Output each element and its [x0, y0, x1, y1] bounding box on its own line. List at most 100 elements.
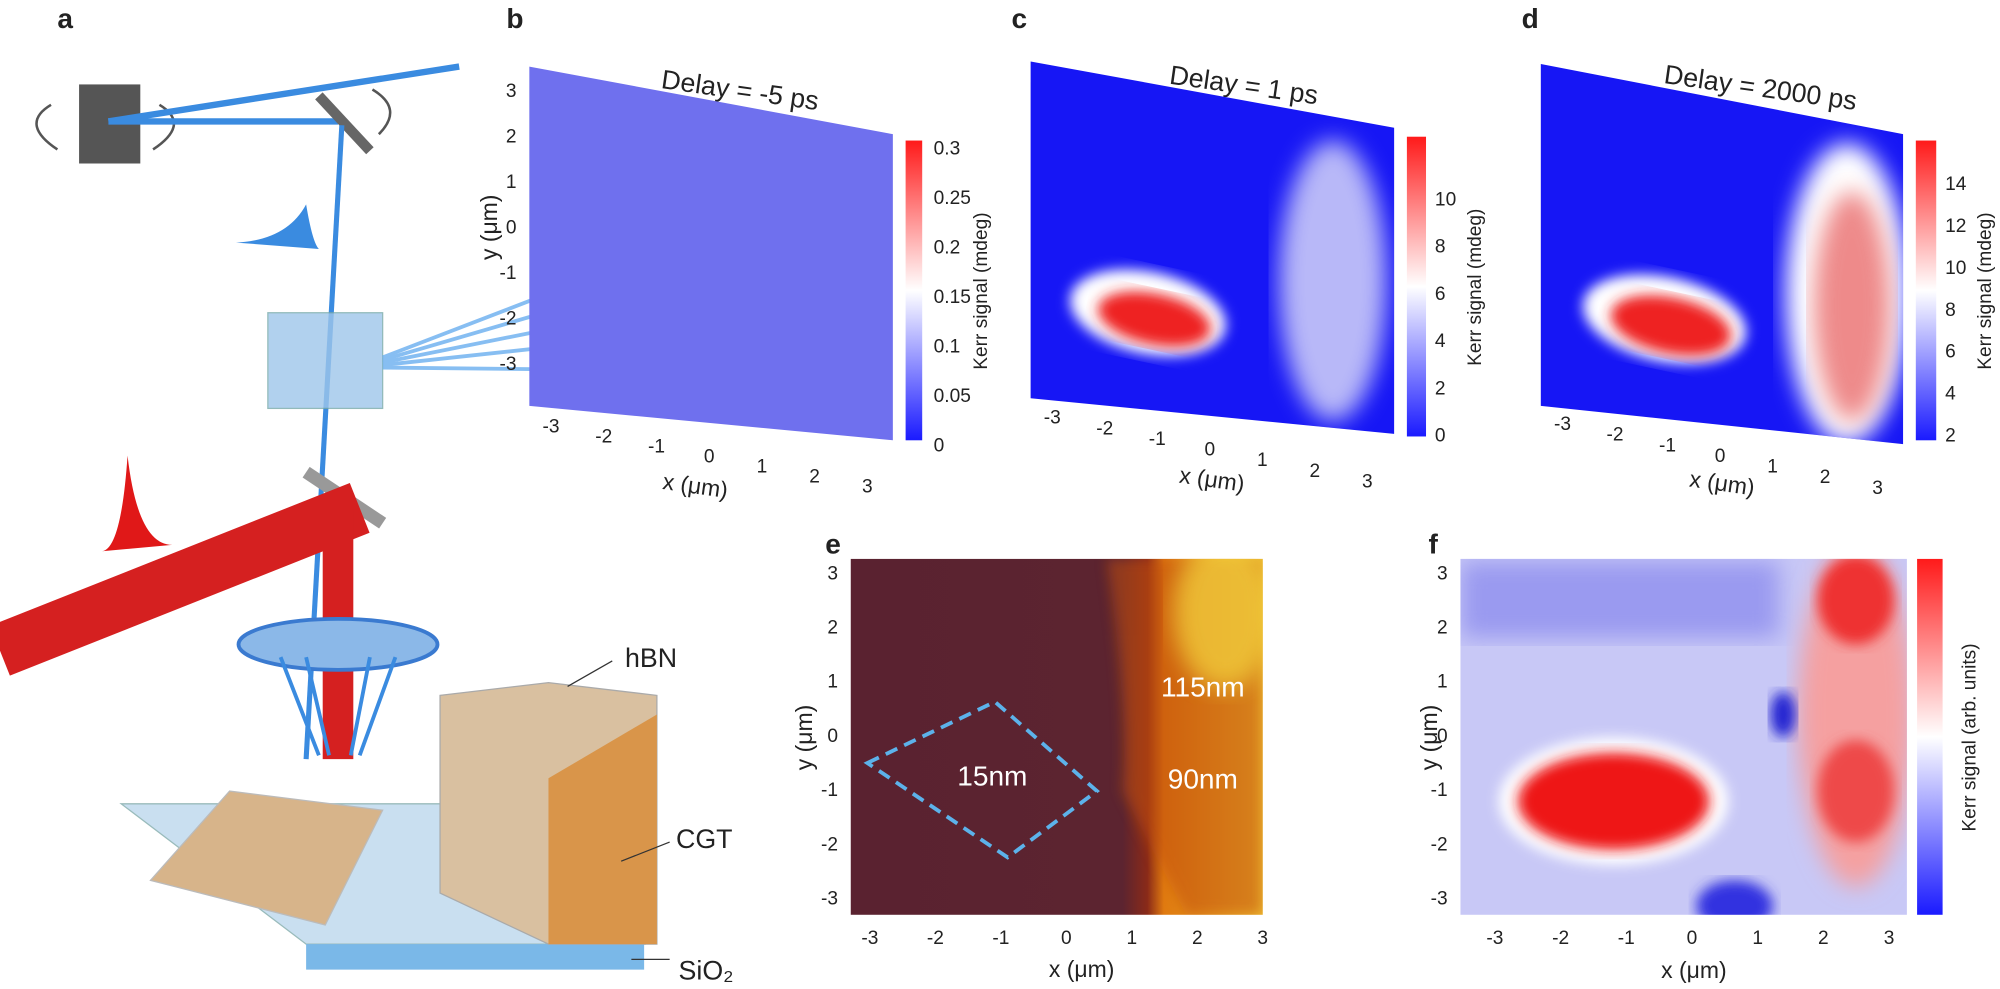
- x-tick-label: -2: [1607, 425, 1624, 446]
- colorbar-label: Kerr signal (mdeg): [1465, 209, 1486, 366]
- colorbar-label: Kerr signal (arb. units): [1960, 643, 1981, 831]
- colorbar-tick-label: 0.2: [934, 238, 961, 259]
- y-tick-label: 2: [506, 127, 517, 148]
- x-tick-label: -3: [1486, 928, 1503, 949]
- heatmap-features: [1582, 143, 1904, 445]
- x-tick-label: 1: [1767, 457, 1778, 478]
- colorbar-tick-label: 0.25: [934, 188, 971, 209]
- colorbar: [1406, 136, 1427, 437]
- x-tick-label: -2: [1096, 418, 1113, 439]
- x-tick-label: -1: [1149, 429, 1166, 450]
- annotation: 115nm: [1161, 671, 1245, 702]
- annotation: CGT: [676, 824, 733, 854]
- substrate-edge: [306, 944, 645, 970]
- y-tick-label: 1: [1437, 672, 1448, 693]
- panel-label: b: [506, 3, 523, 34]
- annotation: 15nm: [957, 761, 1027, 792]
- x-tick-label: 0: [1061, 928, 1072, 949]
- y-axis-label: y (μm): [476, 195, 502, 260]
- colorbar-tick-label: 12: [1945, 216, 1966, 237]
- y-tick-label: -3: [821, 889, 838, 910]
- heatmap-features: [1070, 140, 1387, 422]
- rotation-arrow: [371, 88, 392, 136]
- colorbar-label: Kerr signal (mdeg): [1975, 212, 1996, 369]
- colorbar-tick-label: 10: [1945, 258, 1966, 279]
- leader: [620, 841, 670, 862]
- y-tick-label: 0: [1437, 726, 1448, 747]
- x-tick-label: 3: [1872, 478, 1883, 499]
- annotation: SiO₂: [679, 955, 734, 985]
- x-axis-label: x (μm): [1661, 957, 1726, 983]
- y-tick-label: -1: [1431, 780, 1448, 801]
- colorbar-tick-label: 0.3: [934, 139, 961, 160]
- y-tick-label: 0: [506, 218, 517, 239]
- y-tick-label: 3: [506, 81, 517, 102]
- y-axis-label: y (μm): [1416, 705, 1442, 770]
- x-tick-label: -3: [543, 417, 560, 438]
- flake-side: [548, 714, 657, 945]
- panel-e: e 15nm 115nm 90nm x (μm) y (μm): [791, 529, 1263, 982]
- pump-beam: [0, 482, 370, 676]
- colorbar: [905, 140, 923, 441]
- x-tick-label: -3: [1044, 408, 1061, 429]
- x-tick-label: 0: [704, 447, 715, 468]
- y-tick-label: -1: [500, 263, 517, 284]
- x-tick-label: 2: [1310, 461, 1321, 482]
- x-axis-label: x (μm): [1049, 956, 1114, 982]
- x-axis-label: x (μm): [1688, 466, 1756, 501]
- x-tick-label: 2: [809, 467, 820, 488]
- y-tick-label: -2: [500, 309, 517, 330]
- colorbar-tick-label: 8: [1435, 237, 1446, 258]
- beam: [107, 63, 460, 125]
- x-tick-label: 2: [1192, 928, 1203, 949]
- x-axis-label: x (μm): [1178, 462, 1246, 497]
- x-tick-label: 3: [862, 477, 873, 498]
- x-tick-label: -1: [648, 437, 665, 458]
- panel-label: a: [57, 3, 73, 34]
- setup-illustration: a hBN CGT SiO₂: [0, 3, 734, 985]
- objective-lens: [236, 616, 440, 672]
- colorbar-tick-label: 8: [1945, 300, 1956, 321]
- colorbar-tick-label: 2: [1945, 426, 1956, 447]
- panel-label: c: [1011, 3, 1027, 34]
- x-tick-label: 3: [1362, 471, 1373, 492]
- x-tick-label: -2: [595, 427, 612, 448]
- x-tick-label: 0: [1715, 446, 1726, 467]
- x-tick-label: 3: [1257, 928, 1268, 949]
- mirror: [315, 92, 374, 155]
- x-tick-label: 3: [1884, 928, 1895, 949]
- x-tick-label: 2: [1820, 467, 1831, 488]
- x-tick-label: 1: [1126, 928, 1137, 949]
- colorbar-tick-label: 0.05: [934, 386, 971, 407]
- panel-f: f Kerr signal (arb. units) x (μm) y (μm): [1416, 529, 1981, 984]
- annotation: 90nm: [1168, 763, 1238, 794]
- x-tick-label: -1: [992, 928, 1009, 949]
- colorbar-tick-label: 2: [1435, 378, 1446, 399]
- afm-features: [1107, 558, 1263, 915]
- y-axis-label: y (μm): [791, 705, 817, 770]
- panel-c: c Delay = 1 ps x (μm) Kerr signal (mdeg): [1011, 3, 1485, 497]
- x-axis-label: x (μm): [661, 468, 729, 503]
- y-tick-label: 1: [827, 672, 838, 693]
- x-tick-label: 1: [1257, 450, 1268, 471]
- y-tick-label: 3: [1437, 563, 1448, 584]
- colorbar-tick-label: 0: [934, 436, 945, 457]
- y-tick-label: 1: [506, 172, 517, 193]
- colorbar-tick-label: 10: [1435, 190, 1456, 211]
- x-tick-label: 0: [1205, 440, 1216, 461]
- kerr-features: [1460, 558, 1907, 915]
- y-tick-label: 0: [827, 726, 838, 747]
- y-tick-label: -1: [821, 780, 838, 801]
- rotation-arrow: [35, 103, 176, 151]
- colorbar-tick-label: 6: [1945, 342, 1956, 363]
- annotation: hBN: [625, 643, 677, 673]
- x-tick-label: -3: [861, 928, 878, 949]
- y-tick-label: -3: [1431, 889, 1448, 910]
- y-tick-label: 2: [1437, 617, 1448, 638]
- y-tick-label: -2: [1431, 834, 1448, 855]
- x-tick-label: 1: [757, 457, 768, 478]
- focused-beams: [278, 656, 398, 757]
- x-tick-label: -2: [1552, 928, 1569, 949]
- colorbar-tick-label: 0.1: [934, 337, 961, 358]
